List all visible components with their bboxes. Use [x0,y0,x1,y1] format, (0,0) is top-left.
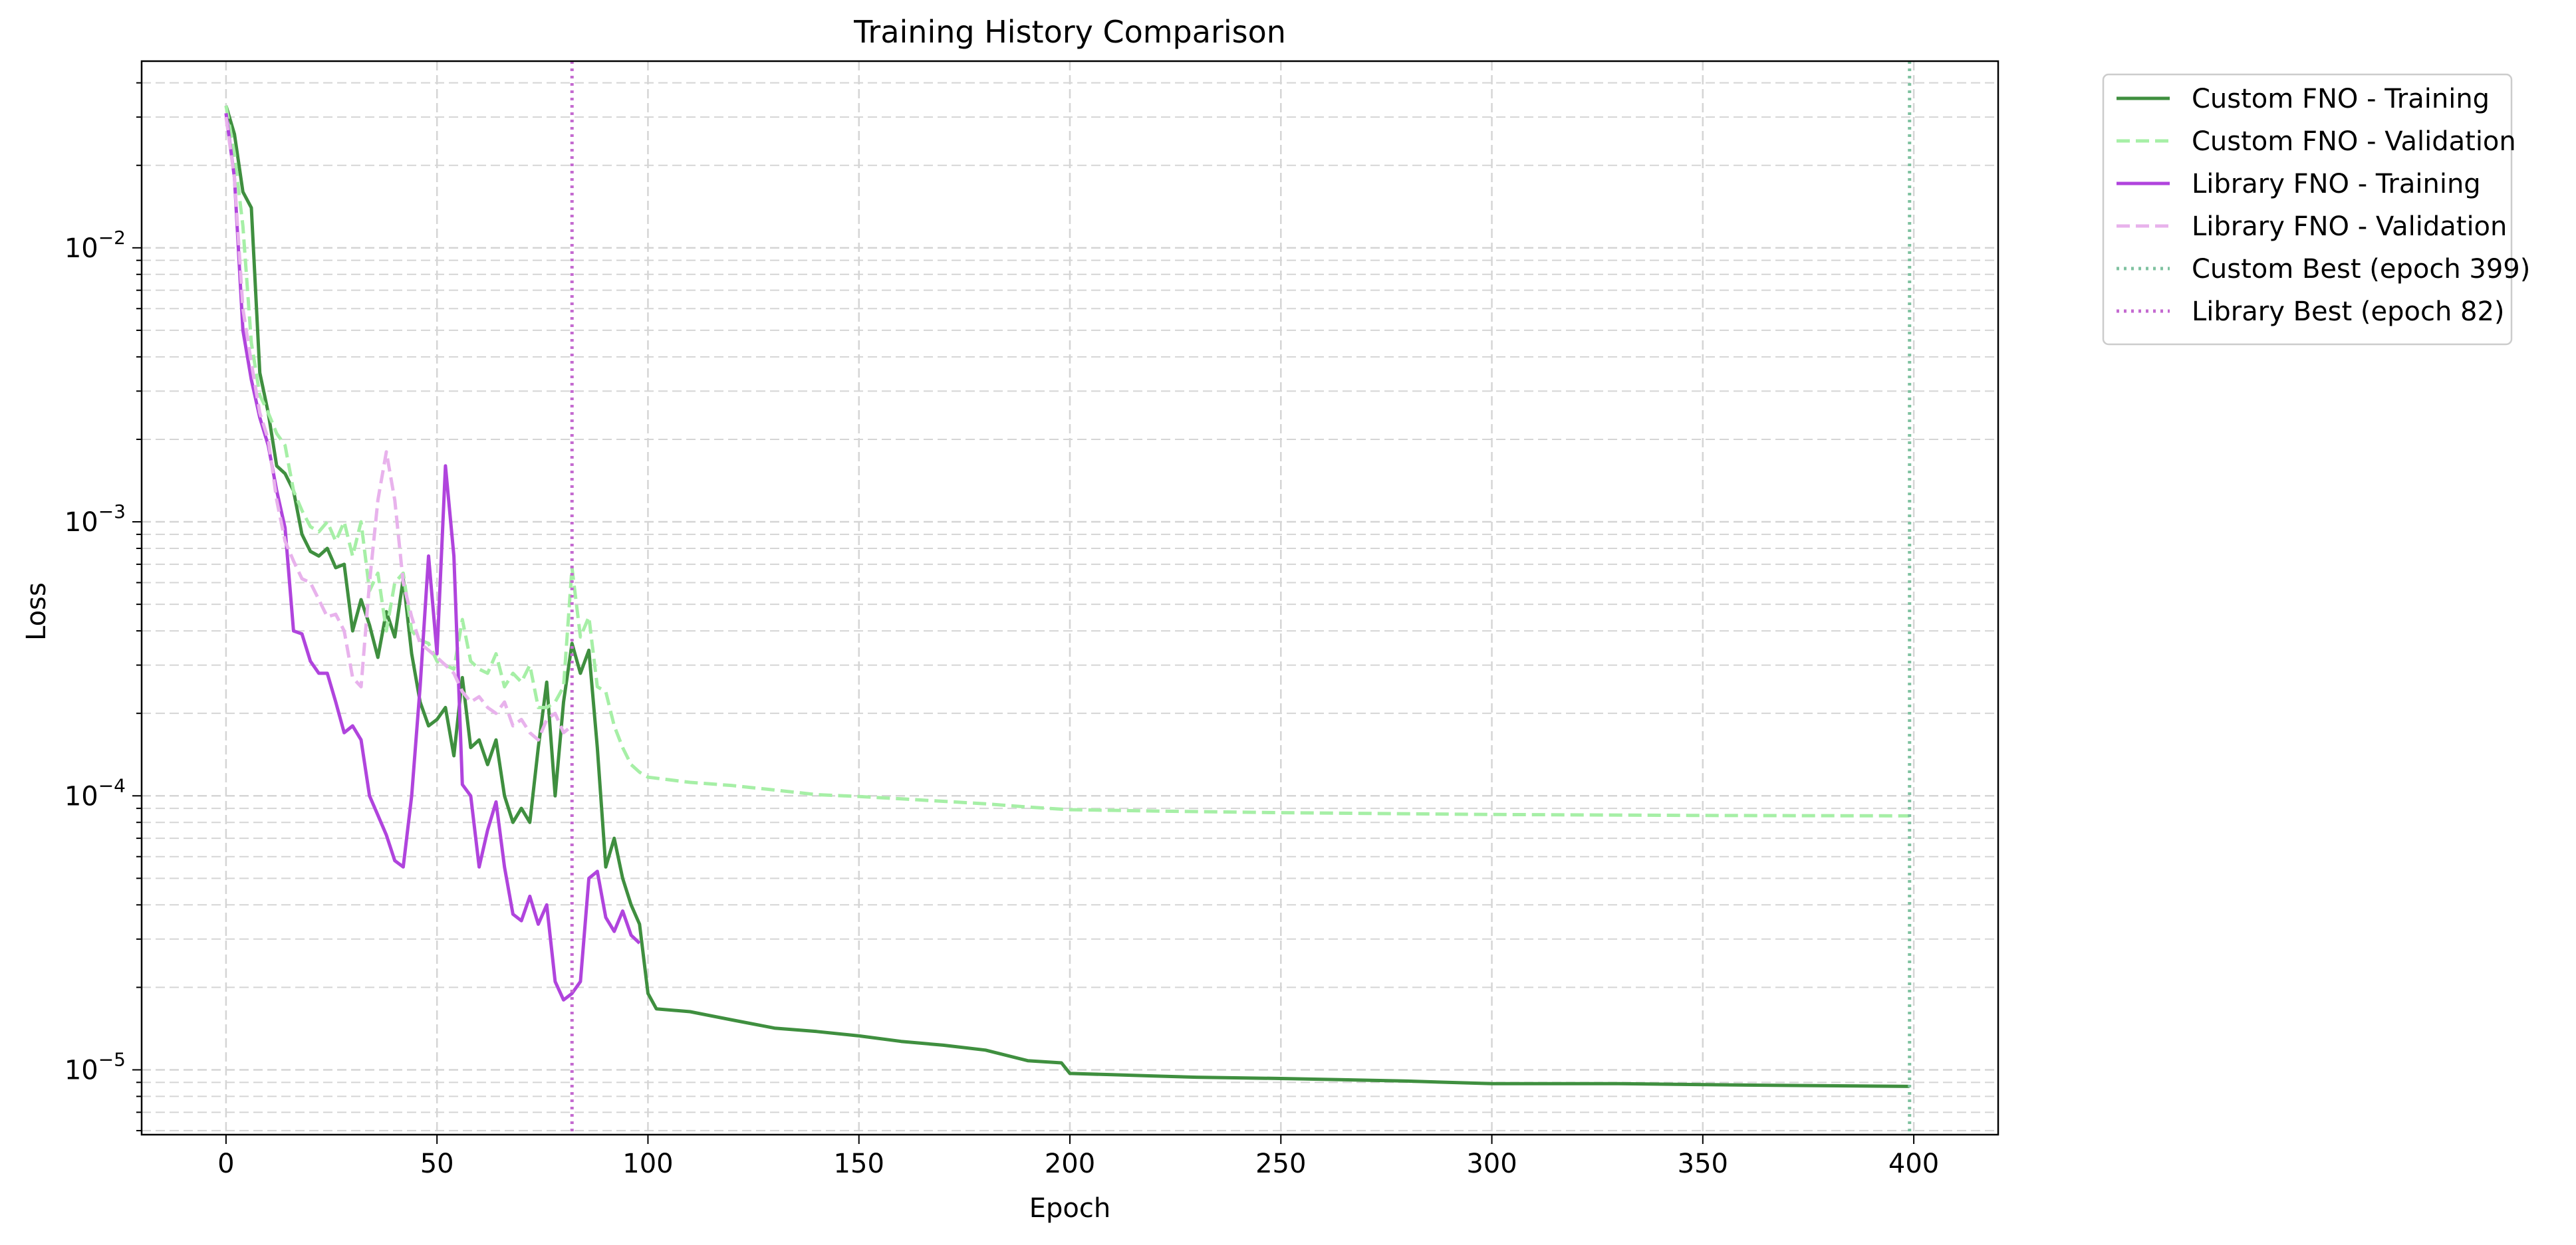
y-tick-base: 10 [64,1055,98,1085]
series-line [224,105,1910,1088]
y-tick-label: 10−3 [64,501,126,538]
y-tick-label: 10−5 [64,1048,126,1085]
legend-box [2102,73,2513,346]
y-tick-label: 10−2 [64,227,126,264]
x-axis-label: Epoch [1029,1193,1110,1224]
y-tick-base: 10 [64,233,98,264]
y-tick-exponent: −4 [98,774,126,796]
y-axis-label: Loss [21,582,52,641]
x-tick-label: 250 [1255,1149,1306,1179]
legend: Custom FNO - Training Custom FNO - Valida… [2102,73,2530,346]
legend-label: Library FNO - Training [2192,169,2481,199]
x-tick-label: 350 [1678,1149,1728,1179]
y-tick-label: 10−4 [64,774,126,812]
chart-title: Training History Comparison [853,14,1286,50]
y-tick-base: 10 [64,507,98,538]
x-tick-label: 0 [217,1149,234,1179]
x-tick-label: 400 [1888,1149,1939,1179]
series-line [224,112,641,1002]
series-layer [224,61,1912,1135]
x-tick-label: 100 [622,1149,673,1179]
legend-label: Custom Best (epoch 399) [2192,254,2530,284]
y-tick-exponent: −5 [98,1048,126,1070]
legend-label: Library Best (epoch 82) [2192,296,2505,327]
series-line [224,105,1910,818]
x-tick-label: 50 [420,1149,454,1179]
y-tick-exponent: −2 [98,227,126,249]
y-tick-exponent: −3 [98,501,126,522]
x-tick-label: 150 [834,1149,884,1179]
y-tick-base: 10 [64,781,98,812]
legend-label: Custom FNO - Validation [2192,126,2516,157]
series-line [224,116,573,742]
x-tick-label: 300 [1466,1149,1517,1179]
legend-label: Custom FNO - Training [2192,84,2490,114]
x-tick-label: 200 [1045,1149,1095,1179]
legend-label: Library FNO - Validation [2192,211,2507,242]
